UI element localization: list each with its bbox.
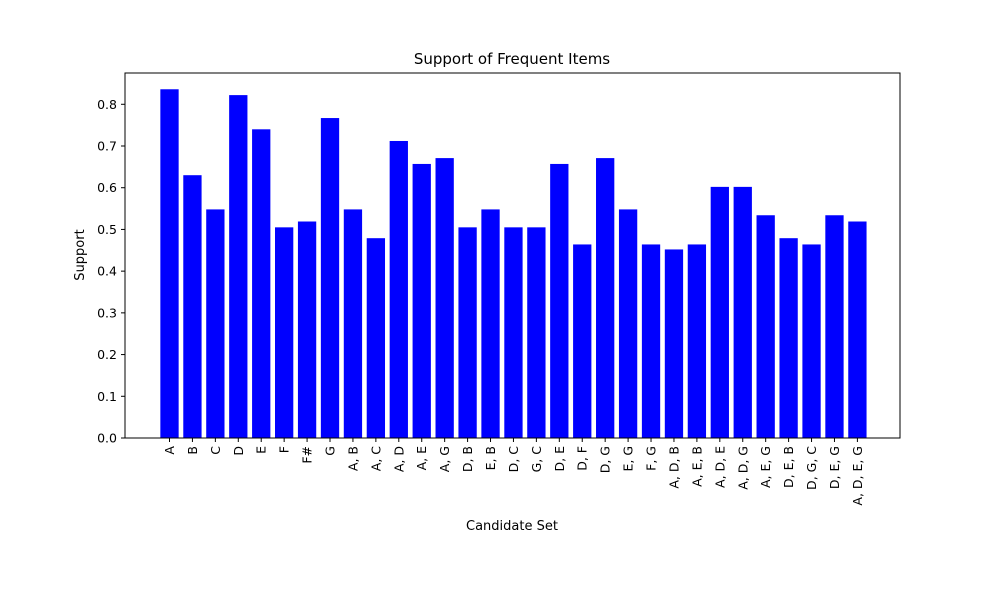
bar bbox=[573, 244, 592, 438]
bar bbox=[733, 186, 752, 438]
x-tick-label: E bbox=[254, 446, 269, 454]
y-tick-label: 0.8 bbox=[97, 97, 117, 112]
bar bbox=[389, 140, 408, 439]
x-axis: A B C D E F F# G A, B A, C A, D A, E A, G D, B E, B D, … bbox=[162, 438, 865, 506]
bar bbox=[687, 244, 707, 438]
y-axis: 0.0 0.1 0.2 0.3 0.4 0.5 0.6 0.7 0.8 bbox=[97, 97, 125, 446]
bar bbox=[825, 215, 844, 438]
y-tick-label: 0.4 bbox=[97, 264, 117, 279]
x-tick-label: D, G bbox=[598, 446, 613, 473]
chart-title: Support of Frequent Items bbox=[414, 50, 610, 68]
bar bbox=[206, 209, 225, 438]
x-tick-label: C bbox=[208, 446, 223, 455]
x-tick-label: A, D, B bbox=[666, 446, 681, 489]
x-tick-label: D, E bbox=[552, 446, 567, 472]
bar bbox=[343, 209, 363, 438]
bar bbox=[618, 209, 638, 438]
bar bbox=[183, 175, 202, 438]
bar bbox=[504, 227, 523, 438]
x-tick-label: F bbox=[277, 446, 292, 453]
x-tick-label: D, C bbox=[506, 446, 521, 473]
bar bbox=[320, 118, 340, 439]
y-tick-label: 0.5 bbox=[97, 222, 117, 237]
x-tick-label: G bbox=[323, 446, 338, 456]
x-tick-label: D, E, G bbox=[827, 446, 842, 489]
bar bbox=[275, 227, 294, 438]
y-tick-label: 0.3 bbox=[97, 305, 117, 320]
bar bbox=[435, 158, 454, 438]
bar bbox=[297, 221, 317, 438]
x-tick-label: A bbox=[162, 446, 177, 455]
bar bbox=[802, 244, 821, 438]
x-tick-label: D bbox=[231, 446, 246, 456]
x-tick-label: G, C bbox=[529, 446, 544, 473]
bar bbox=[779, 238, 798, 438]
x-tick-label: D, G, C bbox=[804, 446, 819, 490]
bar bbox=[252, 129, 271, 438]
x-tick-label: E, B bbox=[483, 446, 498, 470]
bar bbox=[641, 244, 661, 438]
bar bbox=[229, 95, 248, 439]
bar bbox=[481, 209, 500, 438]
x-tick-label: A, D, G bbox=[735, 446, 750, 490]
x-tick-label: A, E, G bbox=[758, 446, 773, 488]
bar bbox=[848, 221, 867, 438]
y-tick-label: 0.7 bbox=[97, 139, 117, 154]
x-tick-label: E, G bbox=[621, 446, 636, 472]
x-tick-label: D, B bbox=[460, 446, 475, 472]
x-tick-label: A, D, E, G bbox=[850, 446, 865, 506]
bar bbox=[412, 163, 431, 438]
plot-frame bbox=[124, 72, 901, 439]
y-tick-label: 0.6 bbox=[97, 180, 117, 195]
y-tick-label: 0.0 bbox=[97, 431, 117, 446]
x-tick-label: D, F bbox=[575, 446, 590, 471]
x-tick-label: A, D, E bbox=[712, 446, 727, 488]
x-tick-label: A, G bbox=[437, 446, 452, 472]
x-tick-label: B bbox=[185, 446, 200, 455]
x-axis-label: Candidate Set bbox=[466, 519, 558, 534]
bar bbox=[527, 227, 546, 438]
y-tick-label: 0.2 bbox=[97, 347, 117, 362]
bar bbox=[756, 215, 775, 438]
x-tick-label: F# bbox=[300, 446, 315, 464]
y-tick-label: 0.1 bbox=[97, 389, 117, 404]
bar bbox=[596, 158, 615, 438]
bar bbox=[550, 163, 569, 438]
x-tick-label: A, D bbox=[391, 446, 406, 472]
bar bbox=[366, 238, 386, 438]
bar bbox=[458, 227, 477, 438]
bar bbox=[160, 89, 179, 439]
x-tick-label: A, B bbox=[345, 446, 360, 471]
y-axis-label: Support bbox=[73, 229, 88, 280]
bars-group bbox=[160, 89, 867, 439]
x-tick-label: A, E, B bbox=[689, 446, 704, 487]
x-tick-label: D, E, B bbox=[781, 446, 796, 488]
bar bbox=[664, 249, 684, 438]
x-tick-label: A, E bbox=[414, 446, 429, 470]
bar bbox=[710, 186, 729, 438]
x-tick-label: A, C bbox=[368, 446, 383, 471]
x-tick-label: F, G bbox=[644, 446, 659, 471]
